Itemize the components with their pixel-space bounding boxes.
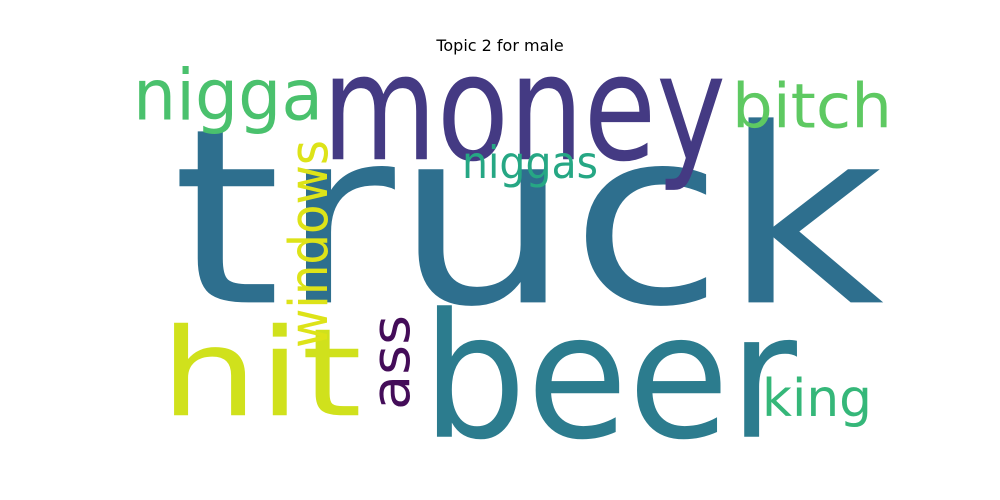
word-hit: hit — [160, 303, 362, 445]
figure-title: Topic 2 for male — [436, 36, 564, 55]
word-ass: ass — [359, 315, 423, 410]
word-beer: beer — [422, 276, 797, 478]
word-niggas: niggas — [462, 136, 598, 189]
word-nigga: nigga — [133, 54, 323, 137]
word-king: king — [762, 368, 872, 429]
word-bitch: bitch — [732, 71, 892, 144]
word-money: money — [322, 23, 726, 196]
word-windows: windows — [278, 140, 341, 348]
word-truck: truck — [172, 77, 884, 361]
